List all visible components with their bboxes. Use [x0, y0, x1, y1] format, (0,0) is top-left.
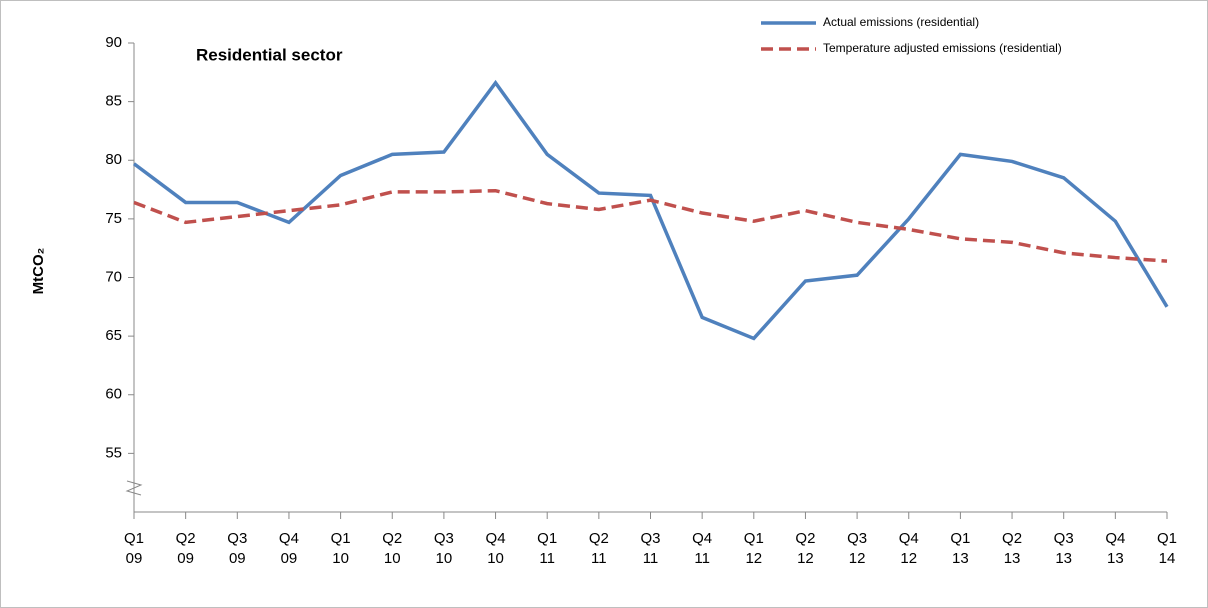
x-tick-label: Q2 11 — [588, 530, 609, 567]
x-tick-label: Q3 12 — [847, 530, 868, 567]
y-tick-label: 75 — [105, 210, 122, 227]
y-tick-label: 65 — [105, 327, 122, 344]
x-tick-label: Q4 11 — [692, 530, 713, 567]
x-tick-label: Q1 12 — [743, 530, 764, 567]
legend-label: Actual emissions (residential) — [823, 15, 979, 29]
series-line — [133, 188, 1168, 263]
x-tick-label: Q1 11 — [537, 530, 558, 567]
x-tick-label: Q1 09 — [123, 530, 144, 567]
x-tick-label: Q2 12 — [795, 530, 816, 567]
x-tick-label: Q4 12 — [898, 530, 919, 567]
x-tick-label: Q1 14 — [1156, 530, 1177, 567]
y-tick-label: 85 — [105, 93, 122, 110]
y-tick-label: 55 — [105, 444, 122, 461]
legend-label: Temperature adjusted emissions (resident… — [823, 41, 1062, 55]
x-tick-label: Q1 13 — [950, 530, 971, 567]
x-tick-label: Q3 10 — [433, 530, 454, 567]
y-tick-label: 60 — [105, 386, 122, 403]
x-tick-label: Q4 10 — [485, 530, 506, 567]
y-tick-label: 80 — [105, 151, 122, 168]
x-tick-label: Q1 10 — [330, 530, 351, 567]
x-tick-label: Q2 10 — [382, 530, 403, 567]
y-tick-label: 90 — [105, 34, 122, 51]
x-tick-label: Q3 11 — [640, 530, 661, 567]
x-tick-label: Q2 13 — [1002, 530, 1023, 567]
x-tick-label: Q2 09 — [175, 530, 196, 567]
x-tick-label: Q4 13 — [1105, 530, 1126, 567]
series-line — [132, 79, 1169, 341]
x-tick-label: Q3 09 — [227, 530, 248, 567]
chart-title: Residential sector — [196, 45, 343, 64]
y-tick-label: 70 — [105, 268, 122, 285]
x-tick-label: Q3 13 — [1053, 530, 1074, 567]
y-axis-label: MtCO₂ — [30, 248, 47, 295]
x-tick-label: Q4 09 — [278, 530, 299, 567]
